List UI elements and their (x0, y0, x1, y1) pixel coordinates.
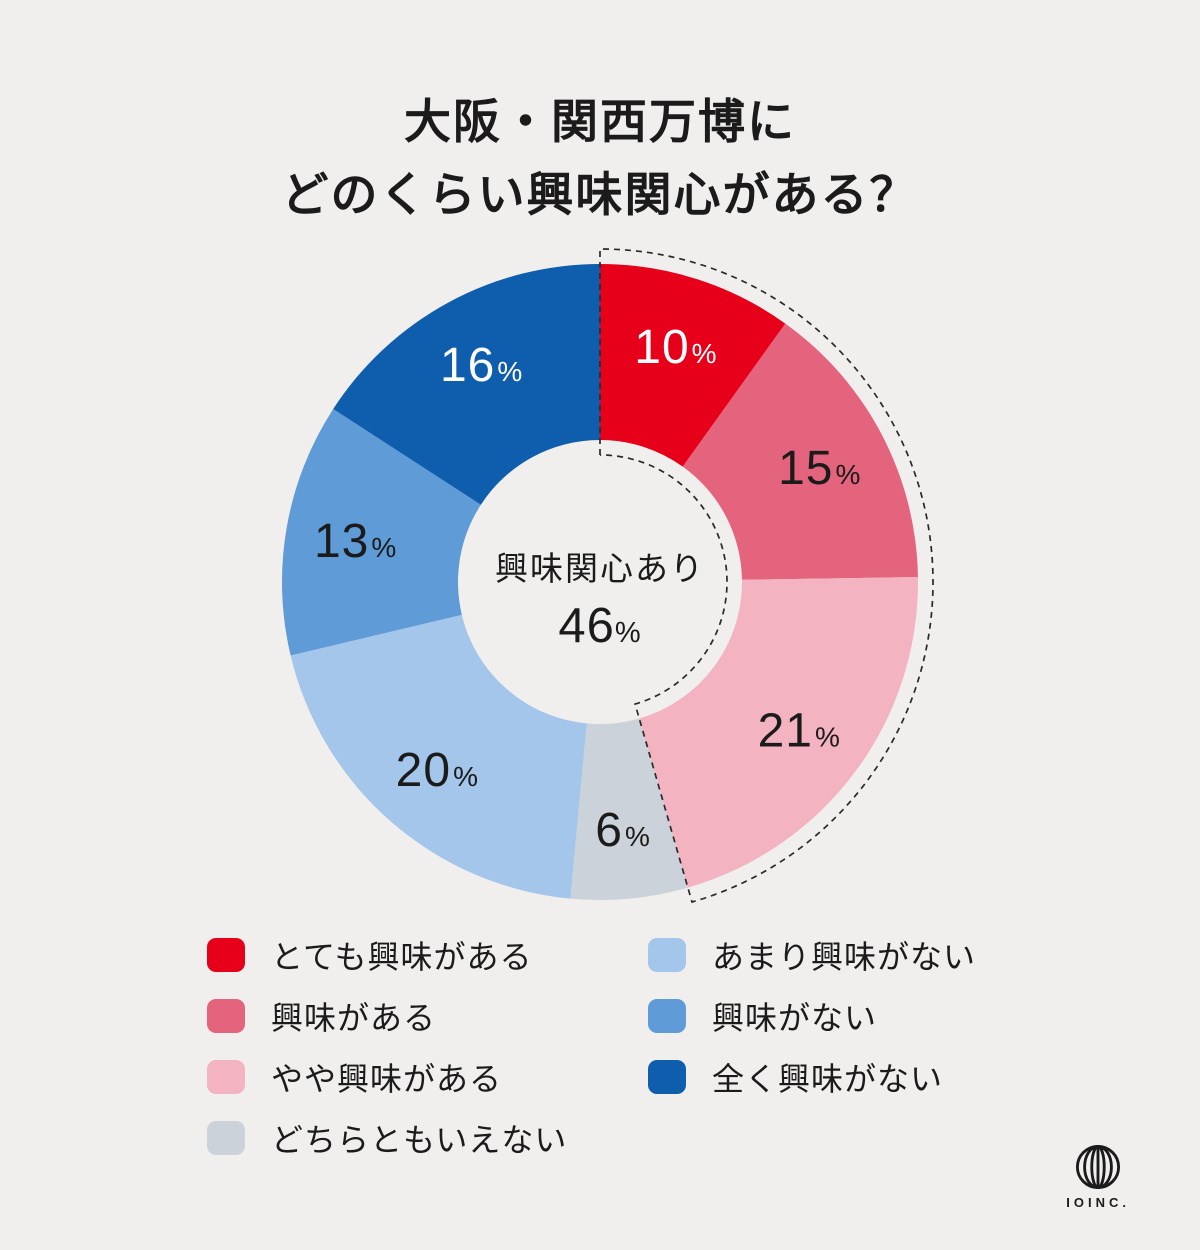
legend-item-1-0: あまり興味がない (648, 938, 976, 975)
legend-swatch (207, 1121, 245, 1155)
segment-value-label-6: 16% (440, 339, 523, 392)
pie-segment-2 (639, 577, 919, 888)
title-line-2: どのくらい興味関心がある？ (281, 167, 919, 221)
legend-item-0-3: どちらともいえない (207, 1121, 567, 1158)
pie-segment-4 (290, 614, 587, 899)
legend-label: とても興味がある (271, 939, 533, 975)
pie-segment-1 (682, 323, 918, 580)
pie-segment-0 (600, 264, 786, 467)
title-line-1: 大阪・関西万博に (404, 95, 796, 148)
legend-swatch (648, 1060, 686, 1094)
segment-value-label-0: 10% (634, 321, 717, 374)
legend-item-0-0: とても興味がある (207, 938, 567, 975)
legend-column-left: とても興味がある 興味があるやや興味があるどちらともいえない (207, 938, 567, 1182)
pie-segment-3 (570, 718, 688, 900)
highlight-dashed-outline (599, 248, 934, 904)
segment-value-label-1: 15% (778, 442, 861, 495)
donut-chart: 10% 15% 21% 6% 20% 13% 16% (282, 248, 934, 904)
pie-segment-6 (333, 264, 600, 505)
legend-swatch (648, 999, 686, 1033)
legend-swatch (207, 1060, 245, 1094)
donut-chart-area: 10% 15% 21% 6% 20% 13% 16% (255, 237, 945, 927)
legend-label: 全く興味がない (712, 1061, 944, 1097)
legend-item-0-1: 興味がある (207, 999, 567, 1036)
legend-label: 興味がある (271, 1000, 437, 1036)
legend-column-right: あまり興味がない 興味がない全く興味がない (648, 938, 976, 1121)
legend-item-1-2: 全く興味がない (648, 1060, 976, 1097)
legend-item-1-1: 興味がない (648, 999, 976, 1036)
segment-value-label-3: 6% (595, 804, 651, 857)
legend-label: あまり興味がない (712, 939, 977, 975)
legend-item-0-2: やや興味がある (207, 1060, 567, 1097)
legend-swatch (207, 999, 245, 1033)
legend-swatch (207, 938, 245, 972)
brand-logo-text: IOINC. (1066, 1195, 1130, 1210)
pie-segment-5 (282, 408, 481, 656)
brand-logo: IOINC. (1066, 1144, 1130, 1210)
segment-value-label-4: 20% (396, 744, 479, 797)
legend-label: どちらともいえない (271, 1122, 568, 1158)
brand-logo-icon (1076, 1144, 1121, 1190)
segment-value-label-5: 13% (314, 515, 397, 568)
legend-label: やや興味がある (271, 1061, 503, 1097)
legend-label: 興味がない (712, 1000, 878, 1036)
segment-value-label-2: 21% (758, 705, 841, 758)
legend-swatch (648, 938, 686, 972)
page-title: 大阪・関西万博に どのくらい興味関心がある？ (0, 86, 1200, 232)
